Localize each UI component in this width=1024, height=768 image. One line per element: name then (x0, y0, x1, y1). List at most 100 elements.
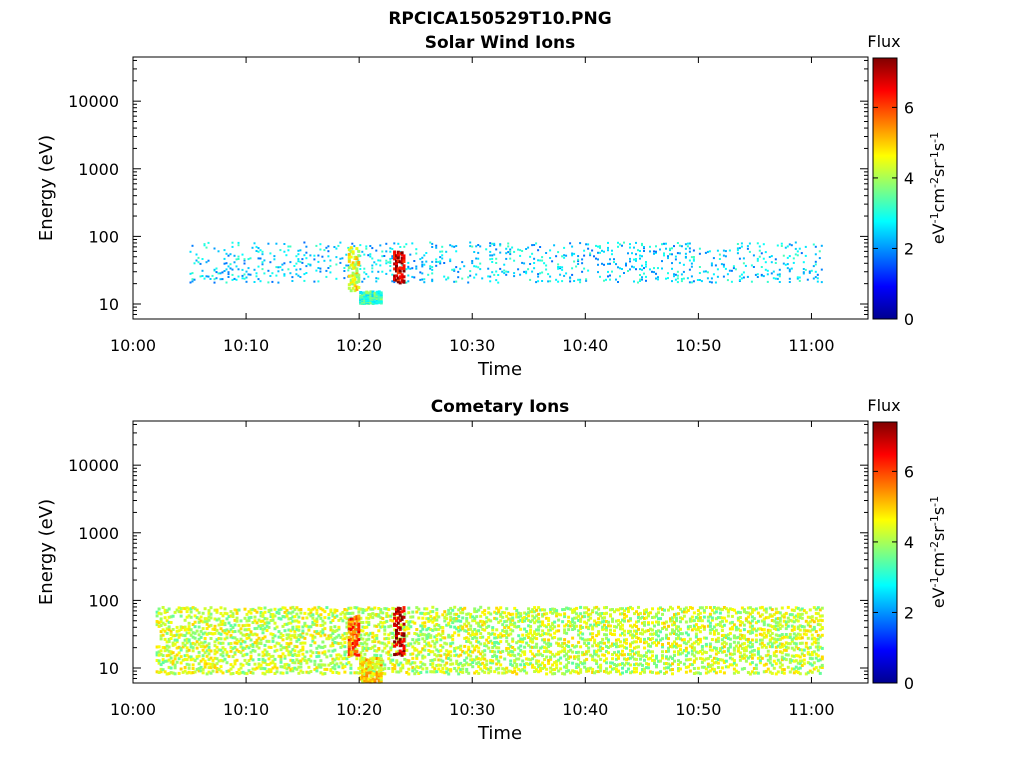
flux-cell (475, 657, 479, 661)
flux-cell (778, 268, 781, 271)
flux-cell (435, 618, 439, 622)
flux-cell (249, 608, 253, 612)
flux-cell (808, 653, 812, 657)
flux-cell (355, 287, 359, 291)
flux-cell (402, 275, 406, 279)
flux-cell (764, 610, 768, 614)
flux-cell (309, 263, 312, 266)
flux-cell (451, 634, 455, 638)
flux-cell (239, 627, 243, 631)
flux-cell (649, 644, 652, 648)
flux-cell (479, 619, 483, 623)
flux-cell (812, 661, 816, 665)
flux-cell (776, 670, 780, 674)
flux-cell (449, 662, 453, 666)
flux-cell (400, 253, 404, 257)
flux-cell (820, 666, 824, 669)
flux-cell (595, 659, 599, 663)
flux-cell (407, 611, 411, 615)
flux-cell (635, 645, 638, 649)
flux-cell (395, 643, 398, 647)
flux-cell (529, 263, 532, 265)
flux-cell (679, 627, 682, 631)
flux-cell (479, 667, 483, 671)
flux-cell (471, 615, 475, 619)
flux-cell (281, 615, 285, 618)
flux-cell (499, 614, 503, 618)
flux-cell (215, 638, 219, 642)
flux-cell (541, 661, 545, 665)
flux-cell (541, 280, 544, 282)
flux-cell (798, 616, 802, 620)
flux-cell (591, 625, 595, 629)
flux-cell (511, 637, 515, 641)
flux-cell (205, 649, 209, 653)
flux-cell (694, 650, 698, 654)
flux-cell (205, 654, 209, 658)
flux-cell (369, 671, 373, 675)
flux-cell (583, 665, 587, 669)
flux-cell (806, 650, 810, 654)
flux-cell (659, 606, 662, 610)
flux-cell (223, 637, 227, 641)
flux-cell (702, 609, 706, 613)
flux-cell (175, 608, 179, 612)
flux-cell (808, 616, 812, 620)
flux-cell (736, 247, 739, 250)
flux-cell (413, 621, 417, 625)
flux-cell (774, 633, 778, 637)
flux-cell (766, 628, 770, 632)
flux-cell (189, 615, 193, 619)
flux-cell (732, 646, 736, 650)
flux-cell (335, 609, 339, 613)
flux-cell (708, 645, 712, 648)
flux-cell (347, 257, 351, 261)
flux-cell (587, 649, 591, 653)
flux-cell (297, 625, 301, 629)
flux-cell (507, 646, 511, 650)
flux-cell (223, 611, 227, 615)
flux-cell (389, 257, 392, 260)
flux-cell (247, 662, 251, 666)
flux-cell (559, 644, 563, 648)
flux-cell (712, 625, 716, 629)
flux-cell (373, 649, 377, 653)
flux-cell (191, 631, 195, 635)
flux-cell (187, 628, 191, 631)
flux-cell (391, 248, 394, 250)
flux-cell (531, 608, 535, 612)
flux-cell (629, 633, 632, 637)
flux-cell (357, 263, 361, 267)
flux-cell (549, 628, 553, 632)
flux-cell (289, 653, 293, 657)
flux-cell (347, 264, 350, 267)
flux-cell (403, 657, 407, 661)
flux-cell (169, 656, 173, 660)
flux-cell (155, 659, 159, 662)
flux-cell (231, 615, 235, 618)
flux-cell (483, 622, 487, 626)
flux-cell (659, 659, 662, 663)
flux-cell (583, 641, 587, 645)
flux-cell (611, 619, 614, 623)
flux-cell (774, 662, 778, 666)
flux-cell (647, 662, 650, 666)
flux-cell (269, 670, 273, 673)
flux-cell (796, 625, 800, 629)
flux-cell (641, 654, 644, 658)
flux-cell (521, 650, 525, 654)
flux-cell (209, 671, 213, 675)
flux-cell (353, 275, 357, 279)
panel-title: Solar Wind Ions (425, 33, 576, 53)
flux-cell (217, 659, 221, 663)
flux-cell (718, 607, 722, 611)
flux-cell (667, 637, 670, 641)
flux-cell (253, 242, 256, 245)
flux-cell (653, 662, 656, 665)
flux-cell (221, 278, 224, 281)
flux-cell (645, 279, 647, 282)
flux-cell (587, 618, 591, 622)
flux-cell (317, 663, 321, 667)
flux-cell (764, 645, 768, 649)
flux-cell (239, 637, 243, 641)
